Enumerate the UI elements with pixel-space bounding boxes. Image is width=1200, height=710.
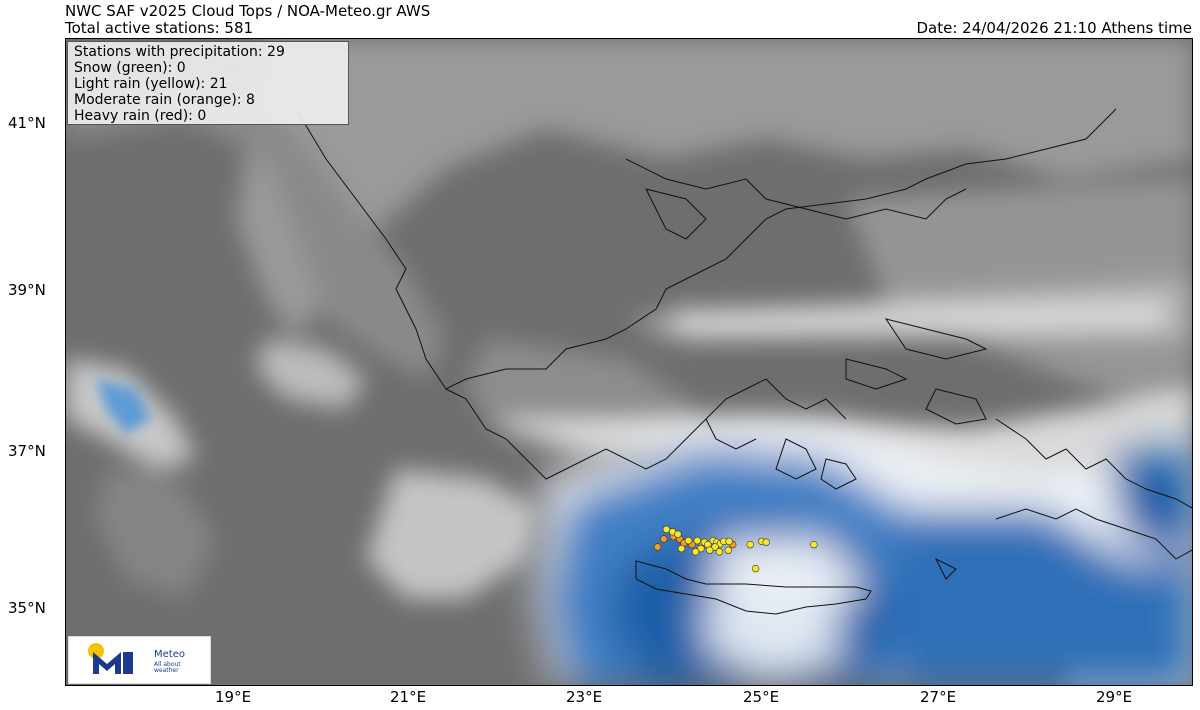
legend-heavy-rain: Heavy rain (red): 0 — [74, 108, 207, 124]
light-rain-station-marker — [697, 544, 705, 553]
light-rain-station-marker — [751, 564, 760, 573]
light-rain-station-marker — [715, 548, 724, 556]
coastlines — [295, 108, 1192, 615]
lat-label-37: 37°N — [8, 442, 46, 460]
moderate-rain-station-marker — [660, 535, 668, 543]
light-rain-station-marker — [724, 546, 732, 554]
lon-label-27: 27°E — [920, 688, 957, 706]
legend-snow: Snow (green): 0 — [74, 60, 186, 76]
light-rain-station-marker — [662, 525, 671, 534]
map-canvas — [66, 39, 1192, 685]
cold-cloud-layer — [536, 429, 1192, 685]
light-rain-station-marker — [691, 548, 700, 556]
lat-label-39: 39°N — [8, 281, 46, 299]
logo-name: Meteo — [154, 649, 185, 660]
logo-tagline: All about weather — [154, 661, 181, 674]
legend-moderate-rain: Moderate rain (orange): 8 — [74, 92, 255, 108]
meteo-logo-mark — [88, 643, 133, 674]
cold-cloud-west — [96, 379, 151, 434]
light-rain-station-marker — [762, 538, 770, 546]
date-label: Date: 24/04/2026 21:10 Athens time — [916, 19, 1193, 37]
light-rain-station-marker — [693, 536, 701, 545]
satellite-map[interactable] — [65, 38, 1193, 686]
light-rain-station-marker — [810, 540, 818, 549]
lon-label-25: 25°E — [743, 688, 780, 706]
light-rain-station-marker — [746, 540, 754, 549]
light-rain-station-marker — [711, 543, 719, 551]
station-markers — [653, 525, 818, 573]
moderate-rain-station-marker — [653, 543, 662, 551]
lon-label-21: 21°E — [390, 688, 427, 706]
stations-total: Total active stations: 581 — [65, 19, 254, 37]
light-rain-station-marker — [674, 530, 682, 538]
map-title: NWC SAF v2025 Cloud Tops / NOA-Meteo.gr … — [65, 2, 431, 20]
light-rain-station-marker — [684, 536, 693, 545]
legend-light-rain: Light rain (yellow): 21 — [74, 76, 228, 92]
meteo-logo: Meteo All about weather — [68, 636, 211, 684]
precipitation-legend: Stations with precipitation: 29 Snow (gr… — [67, 41, 349, 125]
light-rain-station-marker — [705, 546, 714, 554]
lat-label-41: 41°N — [8, 114, 46, 132]
lon-label-29: 29°E — [1096, 688, 1133, 706]
lat-label-35: 35°N — [8, 599, 46, 617]
lon-label-19: 19°E — [215, 688, 252, 706]
legend-stations-precip: Stations with precipitation: 29 — [74, 44, 285, 60]
light-rain-station-marker — [725, 537, 733, 546]
lon-label-23: 23°E — [566, 688, 603, 706]
light-rain-station-marker — [677, 544, 686, 553]
